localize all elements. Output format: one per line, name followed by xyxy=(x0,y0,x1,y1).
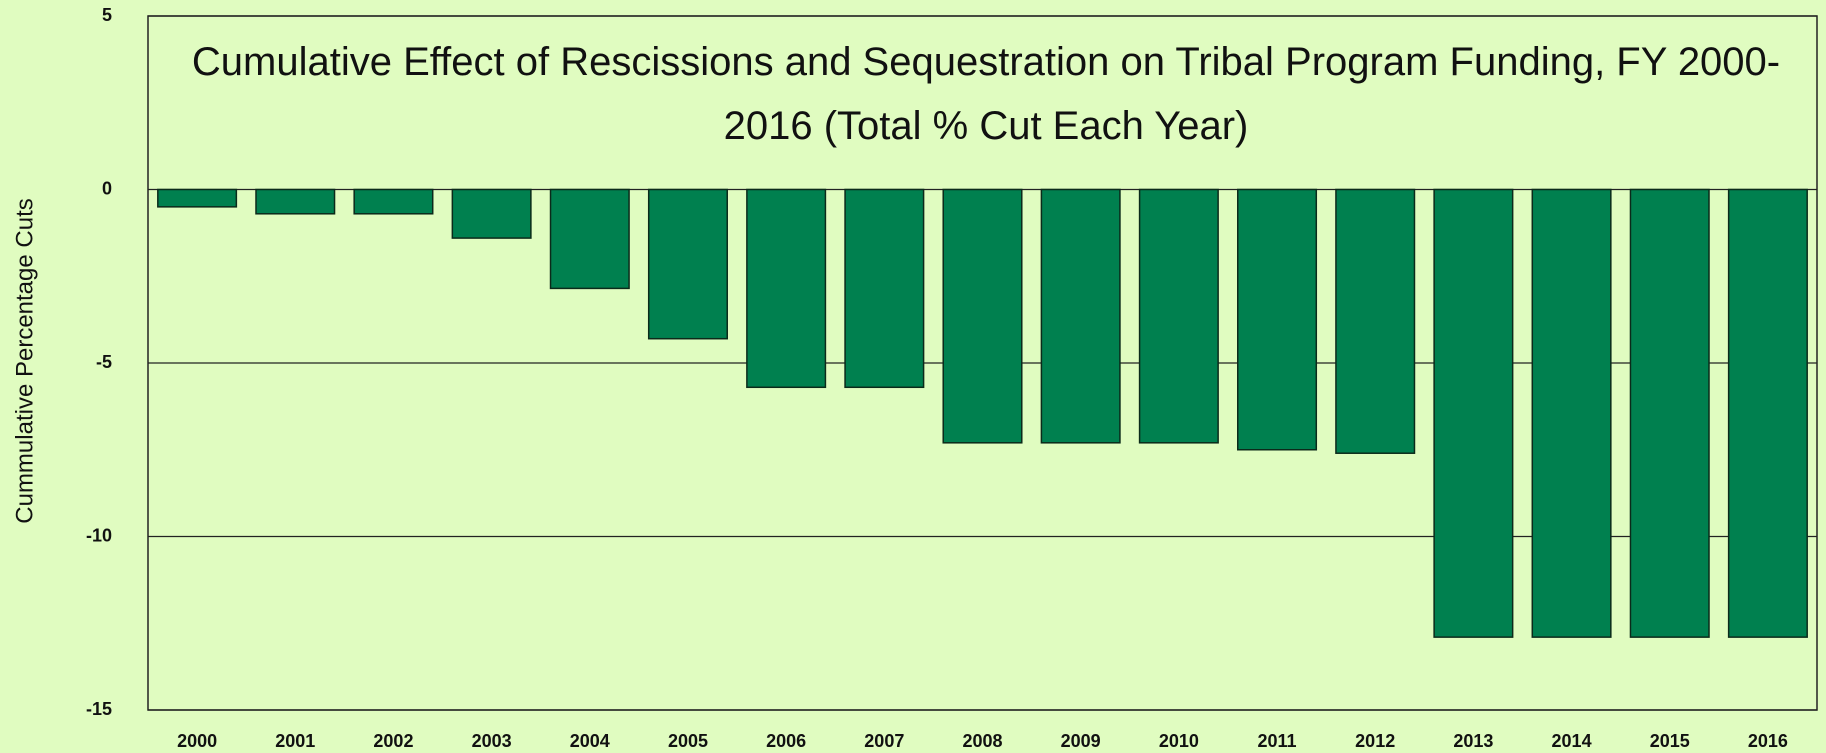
x-tick-label: 2005 xyxy=(668,731,708,751)
chart-title: Cumulative Effect of Rescissions and Seq… xyxy=(191,40,1781,148)
bar xyxy=(255,188,336,215)
x-tick-label: 2014 xyxy=(1552,731,1592,751)
x-tick-label: 2016 xyxy=(1748,731,1788,751)
x-tick-label: 2012 xyxy=(1355,731,1395,751)
bar xyxy=(451,188,532,239)
x-tick-label: 2004 xyxy=(570,731,610,751)
x-tick-label: 2011 xyxy=(1257,731,1296,751)
bar xyxy=(1040,188,1121,444)
x-tick-label: 2001 xyxy=(275,731,315,751)
bar xyxy=(746,188,827,389)
y-tick-label: 5 xyxy=(102,5,112,25)
bar xyxy=(1629,188,1710,638)
bar xyxy=(1335,188,1416,454)
bar xyxy=(942,188,1023,444)
x-tick-label: 2015 xyxy=(1650,731,1690,751)
bar xyxy=(1138,188,1219,444)
bar xyxy=(1727,188,1808,638)
bar xyxy=(549,188,630,290)
x-tick-label: 2000 xyxy=(177,731,217,751)
x-tick-label: 2006 xyxy=(766,731,806,751)
x-tick-label: 2010 xyxy=(1159,731,1199,751)
x-tick-label: 2008 xyxy=(962,731,1002,751)
bar xyxy=(1531,188,1612,638)
x-tick-label: 2002 xyxy=(373,731,413,751)
y-tick-label: -10 xyxy=(86,525,112,545)
x-tick-label: 2013 xyxy=(1453,731,1493,751)
y-tick-label: -15 xyxy=(86,699,112,719)
y-axis-label: Cummulative Percentage Cuts xyxy=(11,198,38,523)
x-tick-label: 2007 xyxy=(864,731,904,751)
bar xyxy=(1237,188,1318,451)
y-tick-label: 0 xyxy=(102,178,112,198)
bar xyxy=(157,188,238,208)
y-tick-label: -5 xyxy=(96,352,112,372)
x-tick-label: 2009 xyxy=(1061,731,1101,751)
bar xyxy=(353,188,434,215)
x-tick-label: 2003 xyxy=(472,731,512,751)
bar xyxy=(844,188,925,389)
bar xyxy=(1433,188,1514,638)
bar xyxy=(647,188,728,340)
